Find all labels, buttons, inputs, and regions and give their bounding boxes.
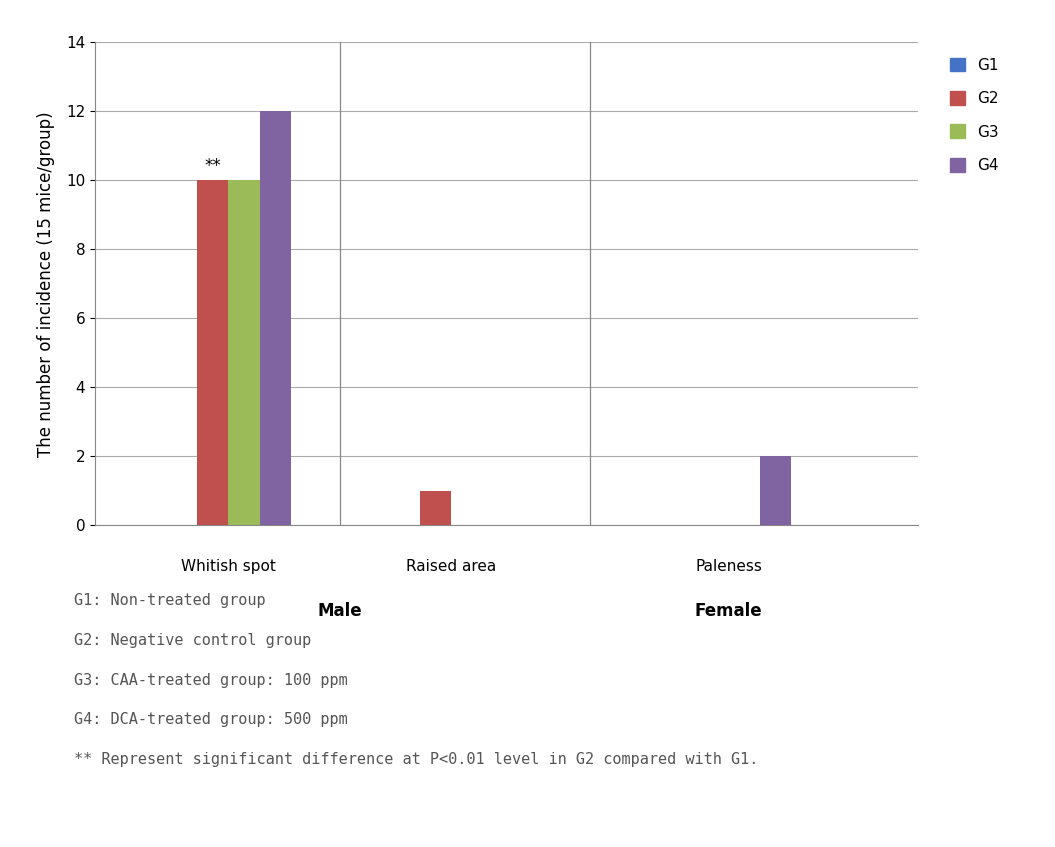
Text: G1: Non-treated group: G1: Non-treated group <box>74 593 266 608</box>
Text: Raised area: Raised area <box>406 559 496 574</box>
Legend: G1, G2, G3, G4: G1, G2, G3, G4 <box>942 50 1006 180</box>
Bar <box>260 111 291 525</box>
Text: G2: Negative control group: G2: Negative control group <box>74 633 311 648</box>
Bar <box>197 180 228 525</box>
Text: G3: CAA-treated group: 100 ppm: G3: CAA-treated group: 100 ppm <box>74 673 347 688</box>
Text: Paleness: Paleness <box>695 559 763 574</box>
Text: **: ** <box>205 157 222 175</box>
Y-axis label: The number of incidence (15 mice/group): The number of incidence (15 mice/group) <box>37 111 55 457</box>
Text: G4: DCA-treated group: 500 ppm: G4: DCA-treated group: 500 ppm <box>74 712 347 728</box>
Text: Male: Male <box>318 602 362 620</box>
Text: Female: Female <box>695 602 763 620</box>
Bar <box>420 490 450 525</box>
Bar <box>228 180 260 525</box>
Text: Whitish spot: Whitish spot <box>181 559 275 574</box>
Text: ** Represent significant difference at P<0.01 level in G2 compared with G1.: ** Represent significant difference at P… <box>74 752 759 767</box>
Bar <box>760 457 791 525</box>
